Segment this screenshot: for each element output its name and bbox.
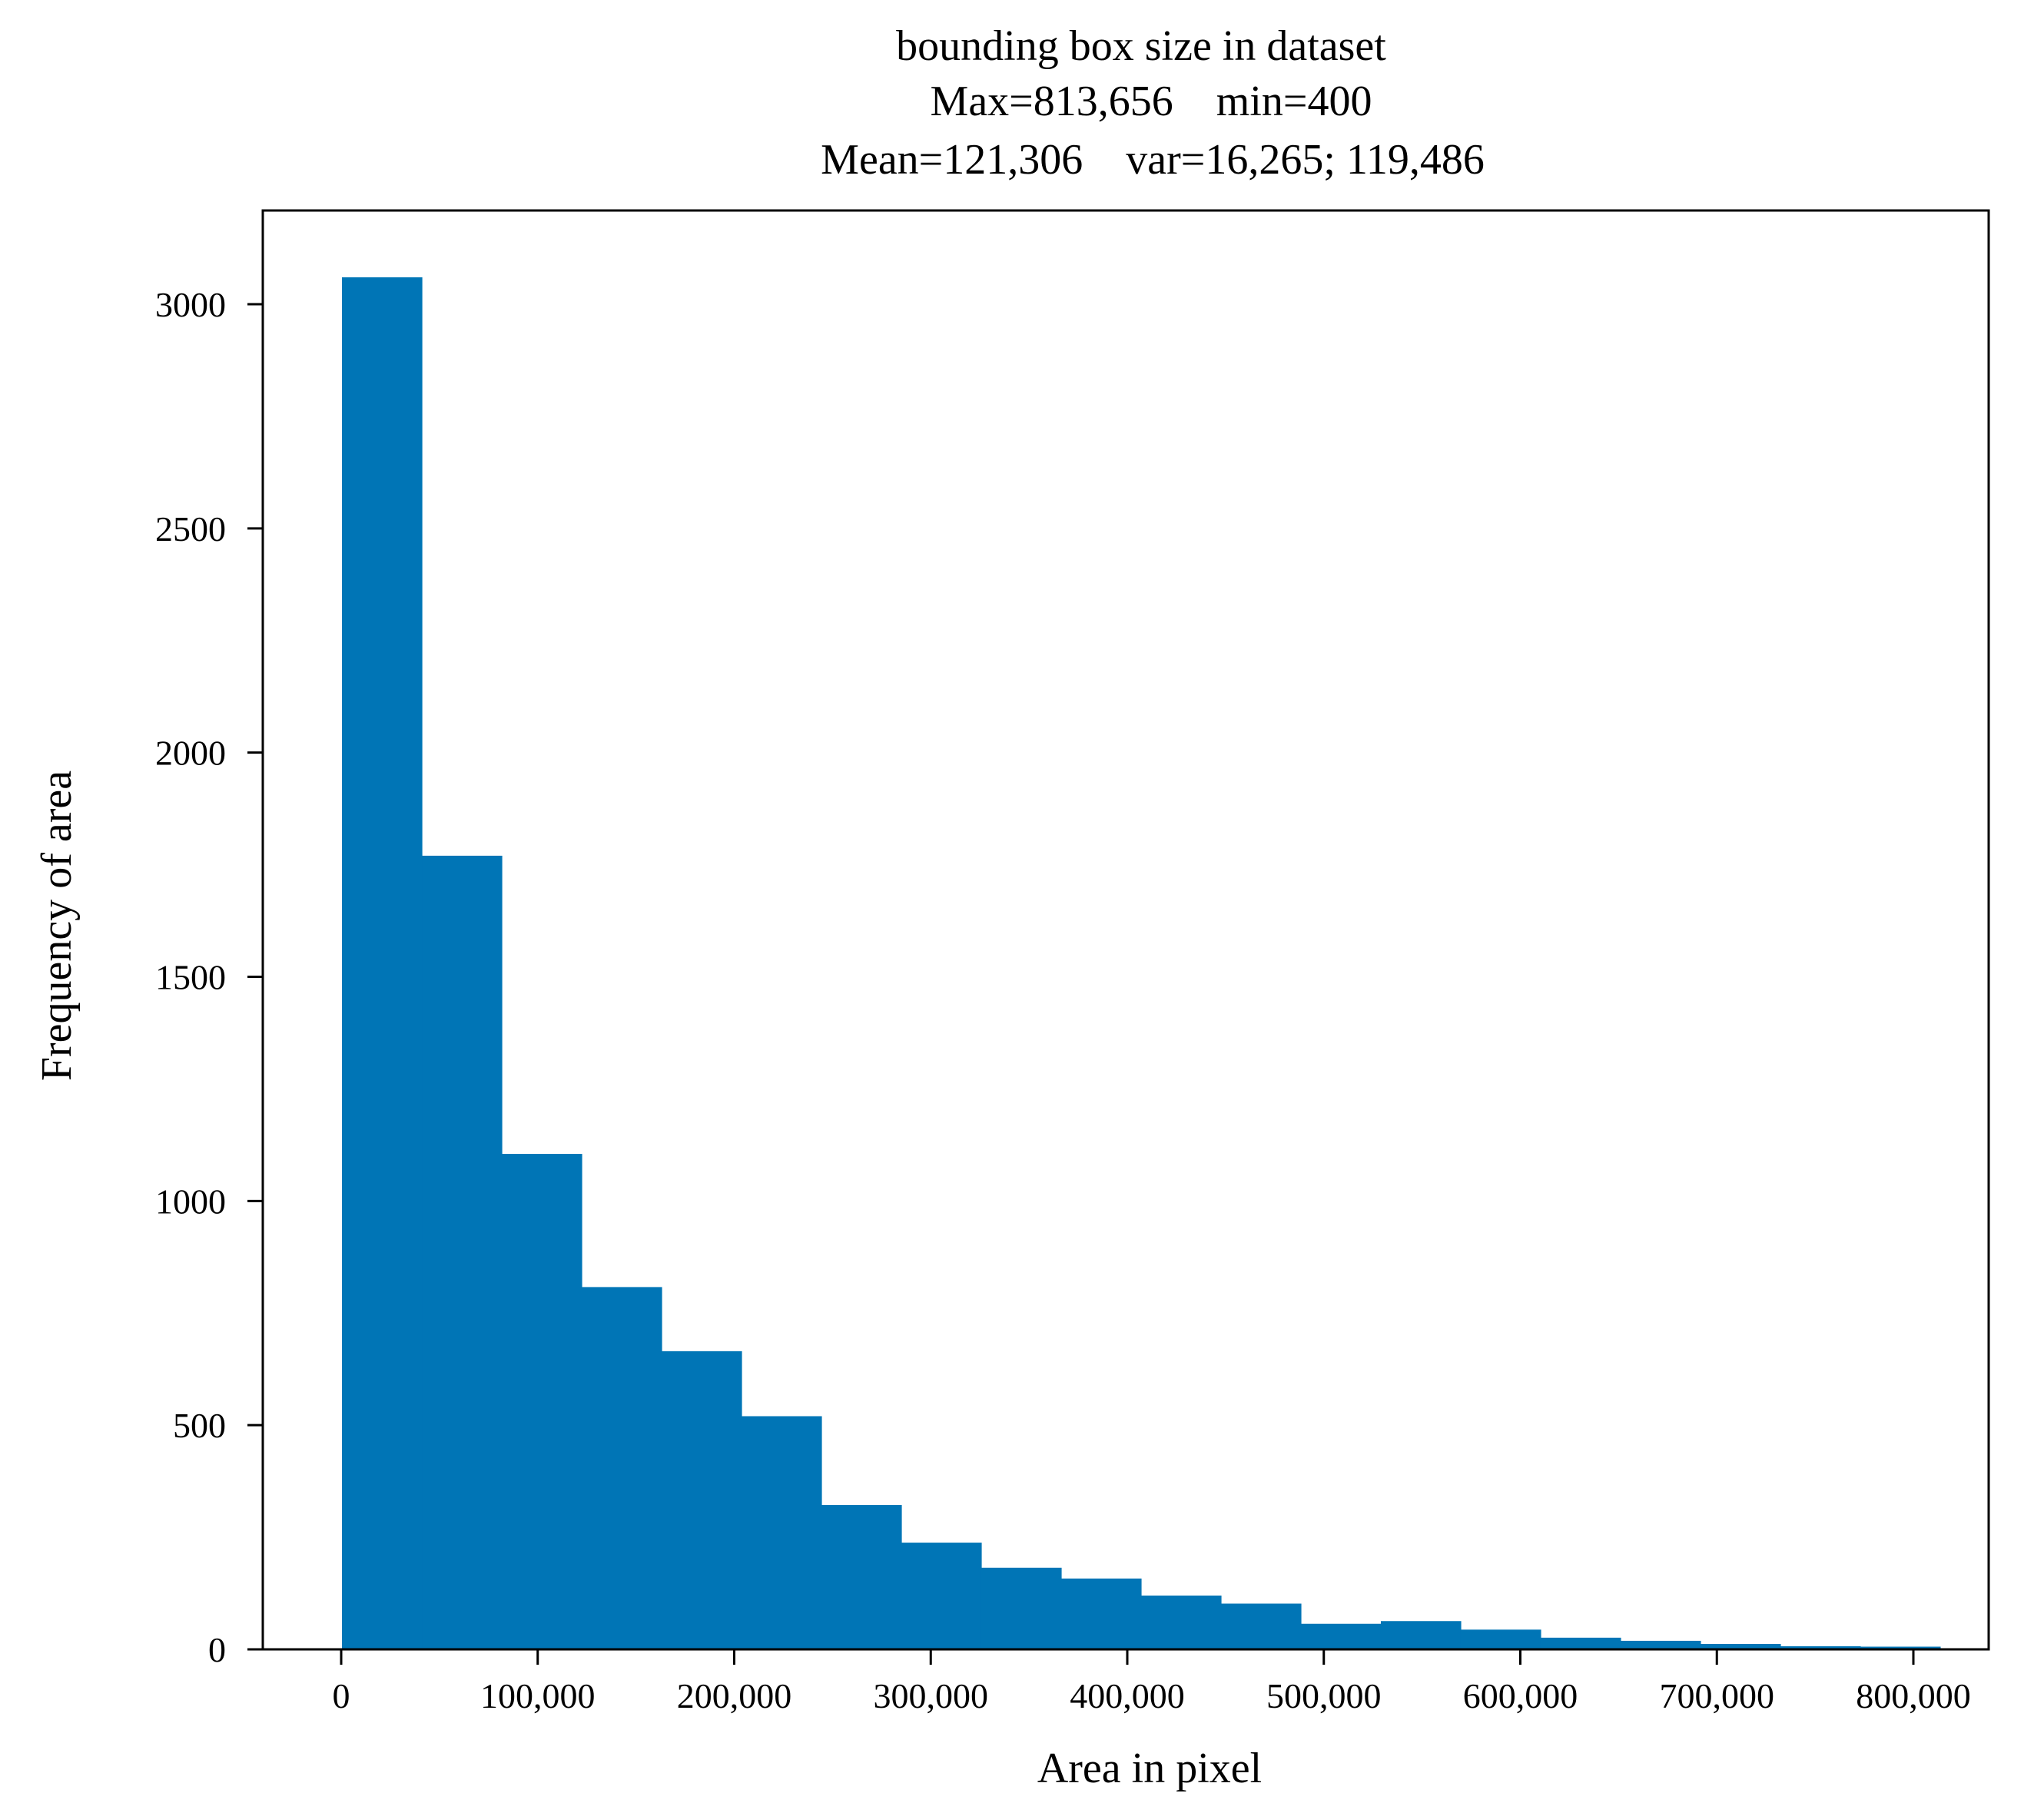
histogram-bar-7 <box>821 1505 902 1649</box>
histogram-bar-8 <box>901 1543 982 1649</box>
x-tick-label: 100,000 <box>480 1676 596 1715</box>
y-tick-label: 1500 <box>155 958 226 997</box>
histogram-bar-2 <box>422 855 503 1649</box>
histogram-bar-18 <box>1700 1644 1781 1649</box>
histogram-bar-10 <box>1060 1578 1142 1649</box>
y-axis: 0 500 1000 1500 2000 2500 3000 <box>155 285 263 1669</box>
x-axis-label: Area in pixel <box>1037 1745 1262 1792</box>
x-tick-label: 300,000 <box>874 1676 989 1715</box>
x-axis: 0 100,000 200,000 300,000 400,000 500,000 600,… <box>333 1649 1971 1715</box>
histogram-bar-1 <box>342 277 423 1650</box>
y-tick-label: 1000 <box>155 1182 226 1221</box>
x-tick-label: 400,000 <box>1070 1676 1185 1715</box>
histogram-bar-17 <box>1620 1640 1701 1649</box>
x-tick-label: 200,000 <box>677 1676 792 1715</box>
y-tick-label: 3000 <box>155 285 226 324</box>
chart-title-line-1: bounding box size in dataset <box>896 22 1386 70</box>
histogram-bar-6 <box>742 1416 822 1649</box>
histogram-bar-5 <box>662 1351 742 1649</box>
plot-frame <box>261 209 1990 1651</box>
histogram-bar-19 <box>1780 1646 1861 1649</box>
y-tick-label: 2500 <box>155 509 226 549</box>
x-tick-label: 700,000 <box>1660 1676 1775 1715</box>
chart-title: bounding box size in dataset Max=813,656… <box>821 22 1485 184</box>
y-tick-label: 2000 <box>155 734 226 773</box>
x-tick-label: 600,000 <box>1463 1676 1578 1715</box>
chart-title-line-3: Mean=121,306 var=16,265; 119,486 <box>821 136 1485 184</box>
histogram-bar-11 <box>1140 1595 1222 1649</box>
histogram-bar-3 <box>502 1154 582 1649</box>
histogram-bar-20 <box>1860 1646 1941 1649</box>
x-tick-label: 800,000 <box>1856 1676 1971 1715</box>
y-axis-label: Frequency of area <box>33 771 81 1081</box>
histogram-bar-13 <box>1300 1623 1382 1649</box>
y-tick-label: 0 <box>208 1630 226 1669</box>
x-tick-label: 0 <box>333 1676 350 1715</box>
histogram-bar-14 <box>1380 1621 1462 1649</box>
histogram-bar-15 <box>1460 1629 1541 1649</box>
y-tick-label: 500 <box>173 1406 226 1445</box>
chart-title-line-2: Max=813,656 min=400 <box>931 78 1372 125</box>
histogram-bar-12 <box>1220 1603 1302 1649</box>
histogram-bar-16 <box>1540 1637 1621 1649</box>
histogram-bars <box>342 277 1941 1650</box>
x-tick-label: 500,000 <box>1266 1676 1382 1715</box>
histogram-bar-9 <box>981 1567 1062 1649</box>
histogram-bar-4 <box>582 1287 662 1649</box>
